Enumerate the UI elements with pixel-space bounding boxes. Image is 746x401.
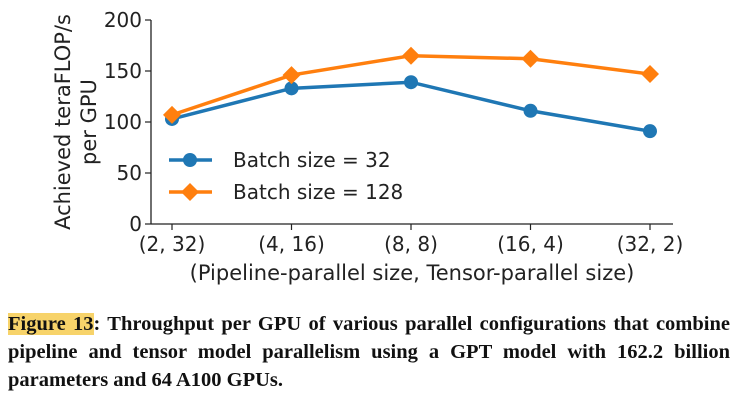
y-tick-label: 200 (104, 8, 142, 32)
caption-text: : Throughput per GPU of various parallel… (8, 313, 730, 391)
series-1 (165, 75, 657, 139)
legend-marker (183, 153, 197, 167)
data-point (523, 103, 538, 118)
y-axis-label-line1: Achieved teraFLOP/s (51, 14, 75, 230)
x-tick-label: (8, 8) (384, 232, 438, 256)
legend-label: Batch size = 128 (233, 180, 403, 204)
data-point (404, 75, 418, 90)
x-tick-label: (16, 4) (497, 232, 564, 256)
x-tick-label: (32, 2) (617, 232, 684, 256)
data-point (402, 46, 420, 65)
y-axis-label-line2: per GPU (77, 79, 101, 165)
legend-item-1: Batch size = 32 (169, 148, 391, 172)
x-axis-label: (Pipeline-parallel size, Tensor-parallel… (190, 261, 635, 285)
data-point (163, 105, 181, 124)
x-tick-label: (2, 32) (139, 232, 206, 256)
legend-item-2: Batch size = 128 (169, 180, 403, 204)
data-point (282, 66, 301, 85)
data-point (643, 124, 657, 139)
y-tick-label: 150 (104, 59, 142, 83)
y-tick-label: 0 (129, 212, 142, 236)
legend-label: Batch size = 32 (233, 148, 391, 172)
line-chart: 0 50 100 150 200 (2, 32) (4, 16) (8, 8) (16, 4) (… (51, 8, 684, 285)
series-2 (163, 46, 659, 124)
figure-label: Figure 13 (8, 313, 94, 335)
data-point (641, 65, 659, 84)
data-point (284, 81, 299, 96)
data-point (521, 49, 540, 68)
figure-caption: Figure 13: Throughput per GPU of various… (8, 310, 730, 394)
y-tick-label: 50 (117, 161, 142, 185)
x-tick-label: (4, 16) (258, 232, 325, 256)
legend-marker (181, 183, 199, 201)
y-tick-label: 100 (104, 110, 142, 134)
